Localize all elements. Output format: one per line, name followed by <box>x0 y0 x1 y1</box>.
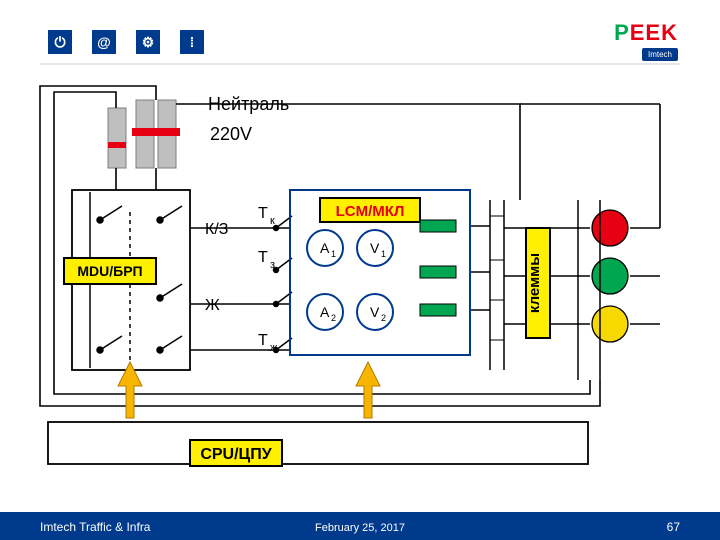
arrow-lcm-to-cpu <box>356 362 380 418</box>
lamp-yellow <box>592 306 628 342</box>
svg-text:V: V <box>370 240 380 256</box>
lamp-red <box>592 210 628 246</box>
svg-text:Т: Т <box>258 205 268 222</box>
lcm-meter-a1: A 1 <box>307 230 343 266</box>
svg-text:2: 2 <box>331 313 336 323</box>
cpu-box <box>48 422 588 464</box>
breaker-single <box>108 108 126 168</box>
svg-text:1: 1 <box>381 249 386 259</box>
svg-text:1: 1 <box>331 249 336 259</box>
terminal-rail <box>490 200 504 370</box>
label-zh: Ж <box>205 297 220 314</box>
lamp-green <box>592 258 628 294</box>
lcm-label: LCM/МКЛ <box>336 203 405 220</box>
label-t-k: Т к <box>258 205 275 227</box>
cpu-label: CPU/ЦПУ <box>200 446 272 463</box>
lcm-meter-a2: A 2 <box>307 294 343 330</box>
svg-text:V: V <box>370 304 380 320</box>
svg-text:Т: Т <box>258 249 268 266</box>
svg-text:A: A <box>320 240 330 256</box>
lcm-output-bar-2 <box>420 266 456 278</box>
footer-date: February 25, 2017 <box>0 522 720 534</box>
lcm-meter-v1: V 1 <box>357 230 393 266</box>
label-t-z: Т з <box>258 249 275 271</box>
lcm-output-bar-1 <box>420 220 456 232</box>
footer-page-number: 67 <box>667 520 680 534</box>
lcm-output-bar-3 <box>420 304 456 316</box>
label-kz: К/З <box>205 221 228 238</box>
klemmy-label: клеммы <box>526 253 543 313</box>
svg-text:2: 2 <box>381 313 386 323</box>
svg-text:к: к <box>270 215 275 227</box>
breaker-double <box>132 100 180 168</box>
svg-text:Т: Т <box>258 332 268 349</box>
lcm-meter-v2: V 2 <box>357 294 393 330</box>
svg-text:A: A <box>320 304 330 320</box>
label-voltage: 220V <box>210 124 252 144</box>
schematic-diagram: Нейтраль 220V <box>0 0 720 540</box>
mdu-label: MDU/БРП <box>77 263 142 279</box>
